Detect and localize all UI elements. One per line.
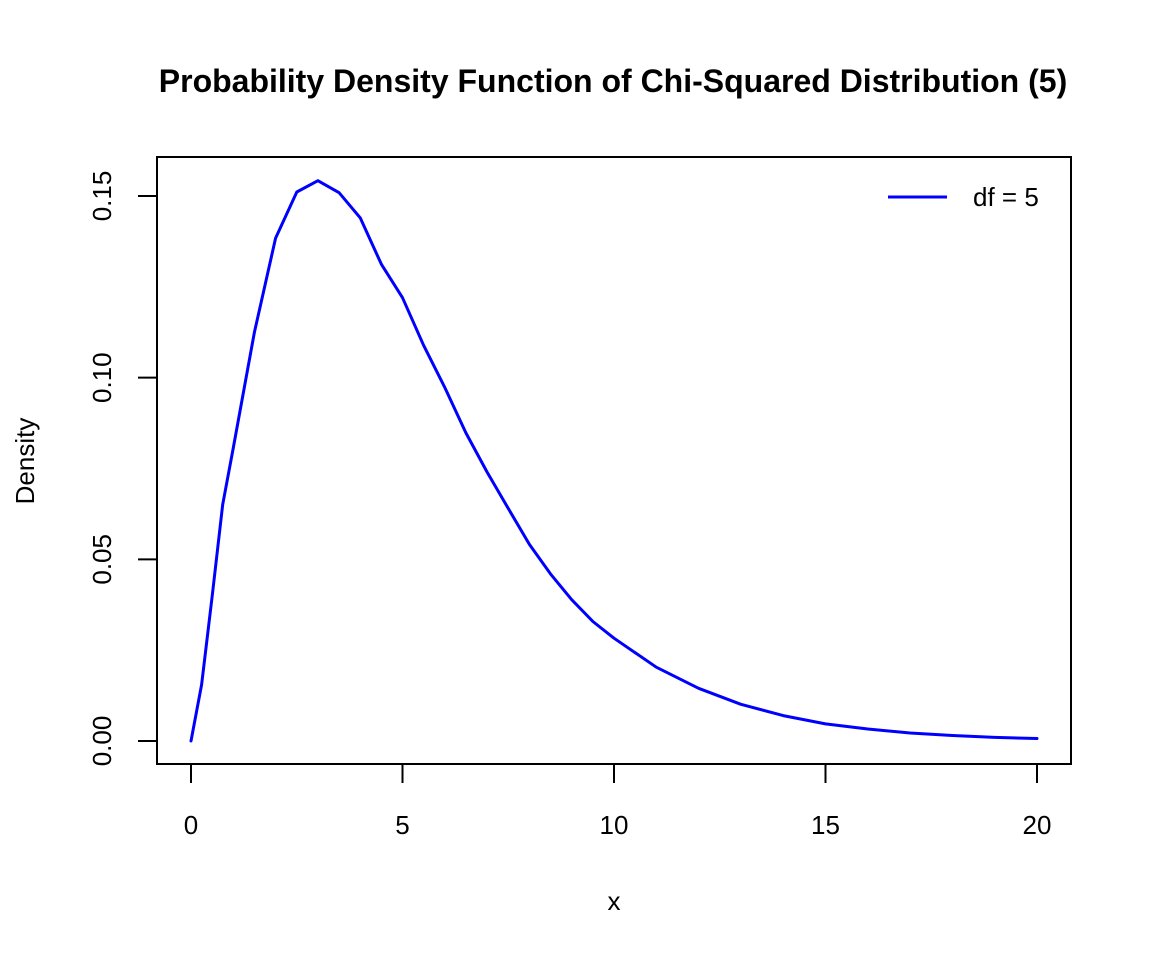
x-tick-label: 10 (600, 810, 629, 840)
y-tick-label: 0.00 (87, 716, 117, 767)
y-tick-label: 0.15 (87, 171, 117, 222)
x-tick-label: 15 (811, 810, 840, 840)
y-axis: 0.00 0.05 0.10 0.15 (87, 171, 158, 767)
x-axis-label: x (608, 886, 621, 916)
x-tick-label: 0 (184, 810, 198, 840)
x-tick-label: 5 (395, 810, 409, 840)
y-tick-label: 0.10 (87, 352, 117, 403)
x-axis: 0 5 10 15 20 (184, 763, 1052, 840)
legend: df = 5 (888, 182, 1039, 212)
chart-title: Probability Density Function of Chi-Squa… (159, 63, 1067, 99)
y-axis-label: Density (10, 418, 40, 505)
y-tick-label: 0.05 (87, 534, 117, 585)
series-layer (189, 179, 1039, 743)
plot-frame (156, 156, 1072, 765)
series-line (189, 179, 1039, 743)
legend-label: df = 5 (973, 182, 1039, 212)
x-tick-label: 20 (1023, 810, 1052, 840)
